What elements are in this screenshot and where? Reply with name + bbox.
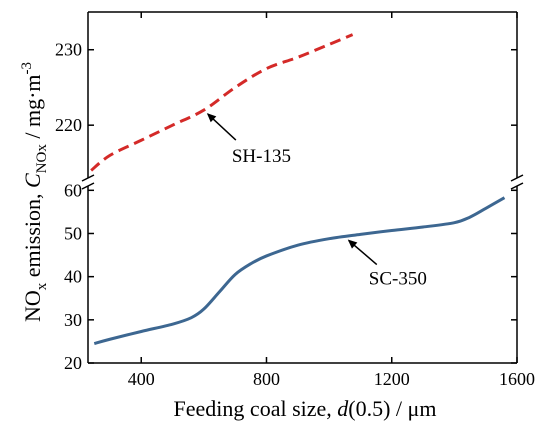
y-tick-label-upper: 230 bbox=[55, 40, 82, 60]
y-tick-label-upper: 220 bbox=[55, 115, 82, 135]
axis-break-mark bbox=[81, 174, 95, 182]
series-lines bbox=[90, 33, 506, 346]
series-sh-135-line bbox=[90, 33, 354, 172]
y-axis-label: NOx emission, CNOx / mg·m-3 bbox=[19, 62, 50, 322]
annotation-label: SC-350 bbox=[369, 269, 427, 290]
x-tick-label: 400 bbox=[128, 369, 155, 389]
annotation-label: SH-135 bbox=[232, 146, 291, 167]
x-tick-label: 1600 bbox=[499, 369, 535, 389]
y-tick-label-lower: 50 bbox=[64, 223, 82, 243]
series-sc-350-line bbox=[93, 196, 506, 346]
x-axis-label: Feeding coal size, d(0.5) / μm bbox=[174, 396, 437, 421]
annotation-arrowhead bbox=[347, 239, 358, 249]
y-tick-label-lower: 40 bbox=[64, 267, 82, 287]
axis-break-mark bbox=[510, 182, 524, 190]
annotation-arrowhead bbox=[206, 113, 217, 123]
y-tick-label-lower: 20 bbox=[64, 353, 82, 373]
axis-break-mark bbox=[81, 182, 95, 190]
x-tick-label: 1200 bbox=[374, 369, 410, 389]
plot-frame bbox=[81, 11, 524, 364]
axis-break-mark bbox=[510, 174, 524, 182]
annotations: SH-135 SC-350 bbox=[206, 113, 427, 290]
y-tick-label-lower: 30 bbox=[64, 310, 82, 330]
axis-ticks: 400 800 1200 1600 220 230 20 30 40 50 60 bbox=[55, 12, 535, 389]
x-tick-label: 800 bbox=[253, 369, 280, 389]
y-tick-label-lower: 60 bbox=[64, 180, 82, 200]
